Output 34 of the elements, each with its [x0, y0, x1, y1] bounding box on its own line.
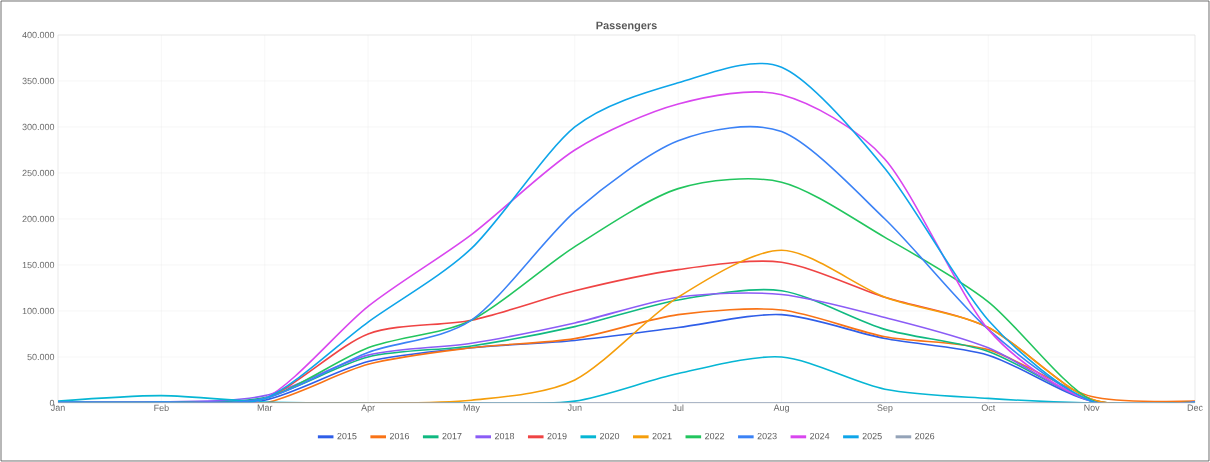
legend-label: 2022	[705, 432, 725, 440]
legend-label: 2015	[337, 432, 357, 440]
x-tick-label: Jul	[672, 404, 684, 412]
legend-label: 2017	[442, 432, 462, 440]
y-tick-label: 200.000	[22, 215, 55, 223]
legend-label: 2020	[600, 432, 620, 440]
legend-label: 2025	[862, 432, 882, 440]
x-tick-label: Apr	[361, 404, 375, 413]
x-tick-label: Mar	[257, 404, 273, 411]
legend-label: 2023	[757, 432, 777, 440]
x-tick-label: May	[463, 404, 480, 413]
x-tick-label: Feb	[154, 404, 169, 412]
y-tick-label: 400.000	[22, 31, 55, 39]
y-tick-label: 150.000	[22, 261, 55, 269]
legend-label: 2016	[389, 432, 410, 440]
x-tick-label: Oct	[981, 404, 996, 411]
y-tick-label: 250.000	[22, 169, 55, 177]
legend-label: 2019	[547, 432, 567, 440]
x-tick-label: Sep	[877, 404, 893, 413]
legend-label: 2021	[652, 432, 672, 440]
x-tick-label: Nov	[1084, 404, 1100, 411]
y-tick-label: 0	[49, 399, 55, 407]
chart-title: Passengers	[596, 21, 657, 32]
y-tick-label: 100.000	[22, 307, 55, 315]
y-tick-label: 50.000	[27, 353, 55, 361]
legend-label: 2026	[915, 432, 935, 440]
x-tick-label: Jan	[50, 404, 65, 411]
y-tick-label: 350.000	[22, 77, 55, 85]
x-tick-label: Dec	[1187, 404, 1203, 411]
x-tick-label: Aug	[773, 404, 789, 413]
x-tick-label: Jun	[567, 404, 582, 411]
y-tick-label: 300.000	[22, 123, 55, 131]
legend-label: 2024	[810, 432, 830, 440]
legend-label: 2018	[494, 432, 515, 440]
